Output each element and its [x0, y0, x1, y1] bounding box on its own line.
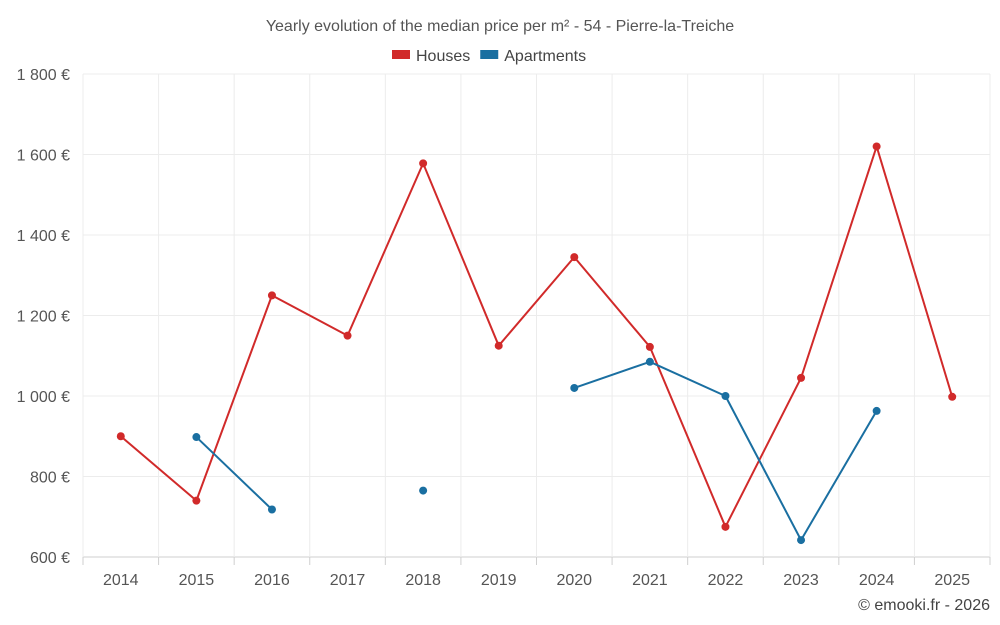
data-point-houses[interactable] [645, 342, 654, 351]
legend-swatch [480, 50, 499, 59]
y-tick-label: 1 200 € [17, 309, 70, 326]
legend-swatch [392, 50, 410, 59]
y-axis: 600 € 800 € 1 000 € 1 200 € 1 400 € 1 600 € 1 … [17, 67, 70, 567]
x-tick-label: 2022 [708, 572, 744, 589]
x-tick-label: 2017 [330, 572, 366, 589]
chart-title: Yearly evolution of the median price per… [266, 18, 734, 35]
data-point-apartments[interactable] [419, 486, 428, 495]
x-tick-label: 2014 [103, 572, 139, 589]
data-point-houses[interactable] [116, 432, 125, 441]
data-point-houses[interactable] [570, 253, 579, 262]
data-point-houses[interactable] [721, 522, 730, 531]
data-point-houses[interactable] [343, 331, 352, 340]
data-point-houses[interactable] [797, 373, 806, 382]
data-point-apartments[interactable] [797, 536, 806, 545]
x-tick-label: 2024 [859, 572, 895, 589]
x-tick-label: 2020 [556, 572, 592, 589]
y-tick-label: 800 € [30, 470, 70, 487]
series-line-houses [120, 145, 954, 528]
y-tick-label: 1 400 € [17, 228, 70, 245]
x-axis: 2014 2015 2016 2017 2018 2019 2020 2021 2022 2023… [103, 572, 970, 589]
x-tick-label: 2025 [934, 572, 970, 589]
y-tick-label: 1 600 € [17, 148, 70, 165]
data-point-houses[interactable] [419, 159, 428, 168]
legend-item-apartments[interactable]: Apartments [480, 48, 586, 65]
x-tick-label: 2021 [632, 572, 668, 589]
data-point-apartments[interactable] [267, 505, 276, 514]
data-point-houses[interactable] [267, 291, 276, 300]
y-tick-label: 600 € [30, 550, 70, 567]
data-point-houses[interactable] [872, 142, 881, 151]
data-point-apartments[interactable] [192, 433, 201, 442]
series-houses [116, 142, 957, 531]
x-tick-label: 2016 [254, 572, 290, 589]
legend: Houses Apartments [392, 48, 586, 65]
x-tick-label: 2019 [481, 572, 517, 589]
data-point-apartments[interactable] [645, 357, 654, 366]
data-point-houses[interactable] [192, 496, 201, 505]
y-tick-label: 1 000 € [17, 389, 70, 406]
legend-label: Apartments [504, 48, 586, 65]
grid [82, 73, 991, 565]
legend-item-houses[interactable]: Houses [392, 48, 470, 65]
data-point-apartments[interactable] [872, 406, 881, 415]
data-point-houses[interactable] [494, 341, 503, 350]
x-tick-label: 2018 [405, 572, 441, 589]
x-tick-label: 2023 [783, 572, 819, 589]
data-point-apartments[interactable] [570, 383, 579, 392]
data-point-apartments[interactable] [721, 392, 730, 400]
x-tick-label: 2015 [179, 572, 215, 589]
data-point-houses[interactable] [948, 392, 957, 401]
series-apartments [192, 357, 881, 545]
legend-label: Houses [416, 48, 470, 65]
y-tick-label: 1 800 € [17, 67, 70, 84]
series-layer [116, 142, 957, 545]
credit-text: © emooki.fr - 2026 [858, 597, 990, 614]
